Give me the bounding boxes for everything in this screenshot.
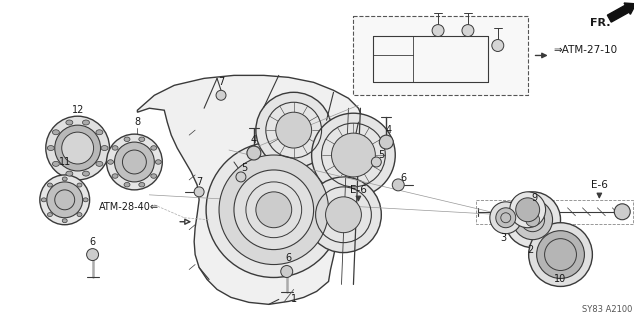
Bar <box>354 16 527 95</box>
Ellipse shape <box>77 212 82 217</box>
Text: 12: 12 <box>71 105 84 115</box>
Ellipse shape <box>47 146 54 150</box>
Ellipse shape <box>124 182 130 187</box>
Ellipse shape <box>155 160 161 164</box>
Ellipse shape <box>66 171 73 176</box>
Circle shape <box>62 132 94 164</box>
Circle shape <box>115 142 154 182</box>
Circle shape <box>87 249 99 260</box>
Text: 2: 2 <box>527 244 534 255</box>
Ellipse shape <box>96 161 103 166</box>
Ellipse shape <box>82 120 89 125</box>
Ellipse shape <box>52 161 59 166</box>
Text: 5: 5 <box>378 150 385 160</box>
Circle shape <box>462 25 474 36</box>
Ellipse shape <box>139 137 145 141</box>
Text: ⇒ATM-27-10: ⇒ATM-27-10 <box>554 45 618 55</box>
Circle shape <box>614 204 630 220</box>
Circle shape <box>219 155 329 265</box>
Circle shape <box>47 182 83 218</box>
Circle shape <box>256 92 331 168</box>
Circle shape <box>306 177 382 252</box>
Text: 9: 9 <box>531 193 538 203</box>
Circle shape <box>256 192 292 228</box>
Circle shape <box>46 116 110 180</box>
Ellipse shape <box>47 183 52 187</box>
Ellipse shape <box>66 120 73 125</box>
Text: 6: 6 <box>400 173 406 183</box>
Text: 5: 5 <box>241 163 247 173</box>
Circle shape <box>216 90 226 100</box>
Circle shape <box>331 133 375 177</box>
Text: 3: 3 <box>501 233 507 243</box>
Ellipse shape <box>124 137 130 141</box>
Circle shape <box>194 187 204 197</box>
Circle shape <box>206 142 341 277</box>
Text: 6: 6 <box>285 252 292 263</box>
Circle shape <box>516 198 540 222</box>
Circle shape <box>492 40 504 52</box>
Text: 4: 4 <box>251 135 257 145</box>
Circle shape <box>505 192 561 248</box>
Text: 8: 8 <box>134 117 140 127</box>
Ellipse shape <box>101 146 108 150</box>
Circle shape <box>496 208 516 228</box>
Text: E-6: E-6 <box>591 180 608 190</box>
Circle shape <box>40 175 90 225</box>
Circle shape <box>371 157 382 167</box>
Circle shape <box>510 192 545 228</box>
Text: 11: 11 <box>59 157 71 167</box>
Circle shape <box>281 266 293 277</box>
Ellipse shape <box>139 182 145 187</box>
Ellipse shape <box>151 174 157 178</box>
Circle shape <box>529 223 592 286</box>
Ellipse shape <box>77 183 82 187</box>
Circle shape <box>276 112 311 148</box>
Circle shape <box>326 197 361 233</box>
Text: E-6: E-6 <box>350 185 367 195</box>
Ellipse shape <box>112 146 118 150</box>
Ellipse shape <box>41 198 47 202</box>
Ellipse shape <box>112 174 118 178</box>
Circle shape <box>236 172 246 182</box>
Polygon shape <box>138 76 368 304</box>
Text: 10: 10 <box>554 275 567 284</box>
Ellipse shape <box>47 212 52 217</box>
Circle shape <box>526 213 540 227</box>
Circle shape <box>311 113 395 197</box>
Circle shape <box>392 179 404 191</box>
Text: ATM-28-40⇐: ATM-28-40⇐ <box>99 202 159 212</box>
Ellipse shape <box>62 219 67 223</box>
Ellipse shape <box>83 198 88 202</box>
Circle shape <box>106 134 162 190</box>
Ellipse shape <box>151 146 157 150</box>
FancyArrow shape <box>607 3 636 22</box>
Circle shape <box>432 25 444 36</box>
Bar <box>476 200 633 224</box>
Ellipse shape <box>82 171 89 176</box>
Circle shape <box>536 231 584 278</box>
Text: FR.: FR. <box>590 18 611 28</box>
Text: 1: 1 <box>290 294 297 304</box>
Circle shape <box>247 146 261 160</box>
Ellipse shape <box>96 130 103 135</box>
Text: SY83 A2100: SY83 A2100 <box>582 305 633 314</box>
Text: 7: 7 <box>196 177 202 187</box>
Circle shape <box>490 202 522 234</box>
Circle shape <box>55 125 101 171</box>
Circle shape <box>379 135 393 149</box>
Ellipse shape <box>62 177 67 181</box>
Text: 6: 6 <box>90 236 96 247</box>
Ellipse shape <box>108 160 113 164</box>
Circle shape <box>234 170 313 250</box>
Text: 4: 4 <box>385 125 391 135</box>
Ellipse shape <box>52 130 59 135</box>
Text: 7: 7 <box>218 77 224 87</box>
Circle shape <box>513 200 552 240</box>
